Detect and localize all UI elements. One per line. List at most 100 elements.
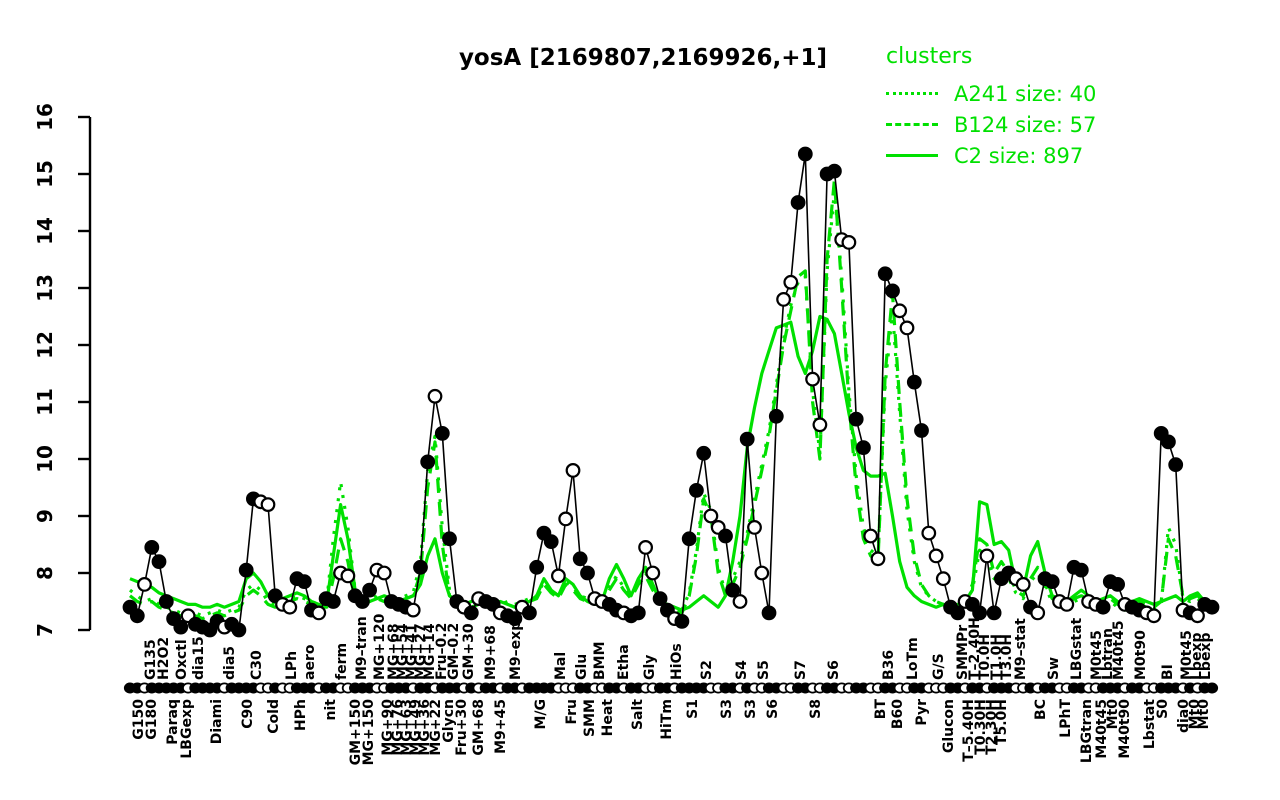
x-axis-label: MG+76 [390,699,406,756]
data-point-filled [129,608,145,624]
x-axis-label: nit [323,699,339,721]
data-point-open [892,303,908,319]
x-axis-label: aero [302,644,318,680]
y-axis-label: 8 [33,566,57,580]
x-axis-label: BI [1160,664,1176,680]
data-point-filled [507,611,523,626]
x-axis-label: Glycn [441,699,457,743]
x-axis-label: Gly [642,655,658,680]
data-point-open [565,463,581,478]
x-axis-label: C90 [240,699,256,729]
data-point-filled [986,605,1002,621]
data-point-filled [543,534,559,549]
x-axis-label: T0.0H [977,634,993,680]
x-axis-label: S0 [1155,699,1171,719]
dashed-line-sample [886,123,938,126]
x-axis-label: M0t45 [1089,630,1105,680]
data-point-open [558,511,574,527]
x-axis-label: M40t45 [1111,620,1127,680]
x-axis-label: S4 [734,660,750,680]
data-point-filled [689,483,704,498]
x-axis-label: Diami [209,699,225,744]
x-axis-label: SMMPr [955,625,971,680]
x-axis-label: SMM [582,699,598,737]
data-point-filled [231,622,247,638]
data-point-filled [877,266,893,282]
data-point-open [732,594,748,609]
data-point-open [1015,577,1031,592]
x-axis-label: T–5.40H [961,699,977,762]
x-axis-label: G180 [144,699,160,740]
data-point-open [928,548,944,564]
data-point-filled [739,431,755,447]
data-point-open [340,568,356,584]
data-point-filled [914,423,929,438]
data-point-filled [529,559,545,575]
legend-item-b124: B124 size: 57 [886,109,1096,140]
x-axis-label: Mt0 [1196,699,1212,730]
x-axis-label: S3 [719,699,735,719]
data-point-open [376,565,392,581]
x-axis-label: S6 [765,699,781,719]
data-point-open [870,551,886,567]
x-axis-label: T1.0H [989,634,1005,680]
x-axis-label: S6 [826,660,842,680]
data-point-filled [827,163,842,179]
data-point-open [638,540,653,555]
data-point-filled [1204,599,1220,615]
x-axis-label: dia5 [222,646,238,680]
data-point-filled [144,540,160,555]
x-axis-label: MG+27 [413,623,429,680]
data-point-open [551,568,566,584]
x-axis-label: MG+14 [422,623,438,680]
condition-marker-strip [123,682,1219,694]
y-axis-label: 14 [33,217,57,245]
x-axis-label: M40t90 [1117,699,1133,759]
data-point-open [703,508,719,524]
x-axis-label: MG+90 [380,699,396,756]
data-point-filled [442,531,457,547]
x-axis-label: Lbexp [1198,633,1214,681]
x-axis-label: MG+63 [399,699,415,756]
x-axis-label: Mt0 [1187,699,1203,730]
x-axis-label: LoTm [905,637,921,680]
gene-profile-line [129,153,1213,632]
x-axis-label: Mt0 [1105,699,1121,730]
data-point-filled [718,528,733,544]
data-point-filled [355,594,370,609]
x-axis-label: GM+150 [348,699,364,766]
data-point-filled [572,551,588,567]
data-point-filled [972,605,987,621]
x-axis-label: Paraq [165,699,181,745]
y-axis-label: 16 [33,103,57,131]
x-axis-label: Salt [630,699,646,730]
cluster-line-C2 [129,314,1213,612]
data-point-filled [630,605,646,621]
x-axis-label: S5 [756,660,772,680]
data-point-open [1190,608,1205,624]
data-point-filled [158,594,174,609]
data-point-open [260,497,276,513]
data-point-filled [296,574,312,589]
dotted-line-sample [886,92,938,95]
data-point-filled [463,605,479,621]
data-point-filled [856,440,871,456]
data-point-filled [238,562,254,578]
data-point-filled [522,605,537,621]
data-point-filled [325,594,341,609]
data-point-open [282,599,298,615]
x-axis-label: GM+30 [461,623,477,680]
legend-item-a241: A241 size: 40 [886,78,1096,109]
data-point-filled [434,426,450,441]
x-axis-label: Pyr [914,699,930,726]
x-axis-label: M9–exp [508,621,524,680]
x-axis-label: MG+68 [386,623,402,680]
condition-marker [1205,682,1219,694]
x-axis-label: Glucon [941,699,957,753]
x-axis-label: Fru+30 [454,699,470,756]
data-point-open [935,571,951,587]
y-axis-label: 11 [33,388,57,416]
x-axis-label: LPhT [1058,699,1074,738]
